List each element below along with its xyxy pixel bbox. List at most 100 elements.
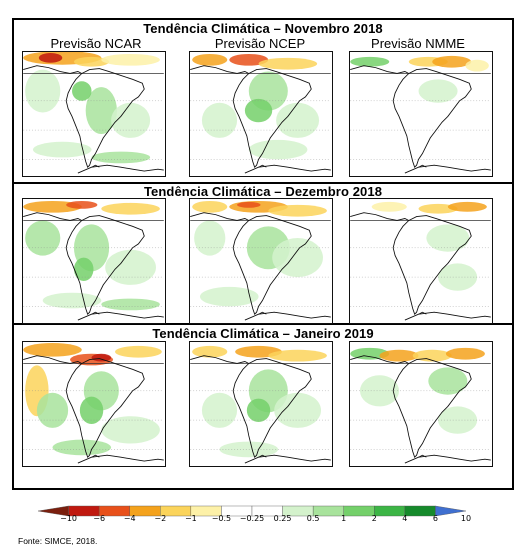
colorbar-tick-label: −0.5 bbox=[211, 514, 232, 523]
anomaly-field bbox=[190, 53, 331, 174]
row-divider-1 bbox=[12, 182, 514, 184]
antarctic-peninsula-outline bbox=[404, 164, 491, 174]
anomaly-field bbox=[23, 342, 164, 464]
antarctic-peninsula-outline bbox=[404, 311, 491, 321]
map-dec-ncep bbox=[189, 198, 333, 324]
anomaly-patch bbox=[418, 79, 458, 103]
central-america-outline bbox=[190, 65, 249, 74]
map-dec-nmme bbox=[349, 198, 493, 324]
colorbar-tick-label: −1 bbox=[184, 514, 197, 523]
map-nov-ncar bbox=[22, 51, 166, 177]
island-outline bbox=[418, 164, 427, 168]
antarctic-peninsula-outline bbox=[77, 164, 164, 174]
map-jan-ncar bbox=[22, 341, 166, 467]
model-label-ncar: Previsão NCAR bbox=[50, 36, 142, 51]
anomaly-patch bbox=[426, 224, 470, 252]
central-america-outline bbox=[190, 212, 249, 221]
colorbar-tick-label: 2 bbox=[371, 514, 377, 523]
anomaly-patch bbox=[36, 392, 69, 428]
anomaly-patch bbox=[379, 349, 419, 362]
colorbar-tick-label: 6 bbox=[432, 514, 438, 523]
antarctic-peninsula-outline bbox=[244, 454, 331, 464]
colorbar-tick-label: −6 bbox=[93, 514, 106, 523]
south-america-outline bbox=[392, 215, 472, 316]
anomaly-patch bbox=[237, 201, 261, 208]
anomaly-patch bbox=[447, 201, 487, 212]
colorbar-tick-label: −10 bbox=[60, 514, 78, 523]
anomaly-patch bbox=[229, 53, 269, 66]
colorbar-tick-label: −4 bbox=[123, 514, 136, 523]
anomaly-field bbox=[190, 345, 331, 464]
colorbar-tick-label: 0.5 bbox=[306, 514, 320, 523]
anomaly-patch bbox=[246, 398, 271, 423]
anomaly-patch bbox=[101, 298, 160, 311]
central-america-outline bbox=[23, 65, 82, 74]
anomaly-patch bbox=[66, 200, 98, 209]
map-dec-ncar bbox=[22, 198, 166, 324]
anomaly-field bbox=[23, 200, 164, 321]
anomaly-patch bbox=[91, 353, 112, 362]
anomaly-patch bbox=[248, 139, 308, 160]
anomaly-patch bbox=[73, 56, 110, 67]
colorbar-tick-label: 1 bbox=[341, 514, 347, 523]
colorbar-tick-label: 4 bbox=[402, 514, 408, 523]
colorbar-tick-label: −2 bbox=[154, 514, 167, 523]
antarctic-peninsula-outline bbox=[77, 454, 164, 464]
antarctic-peninsula-outline bbox=[244, 311, 331, 321]
island-outline bbox=[91, 164, 100, 168]
island-outline bbox=[91, 454, 100, 458]
anomaly-patch bbox=[114, 345, 162, 358]
anomaly-patch bbox=[32, 141, 92, 158]
anomaly-patch bbox=[219, 441, 279, 458]
anomaly-patch bbox=[199, 286, 259, 307]
model-label-ncep: Previsão NCEP bbox=[214, 36, 306, 51]
anomaly-patch bbox=[418, 203, 458, 214]
central-america-outline bbox=[350, 212, 409, 221]
south-america-outline bbox=[392, 358, 472, 459]
central-america-outline bbox=[350, 65, 409, 74]
anomaly-patch bbox=[23, 342, 82, 357]
island-outline bbox=[91, 311, 100, 315]
anomaly-patch bbox=[192, 200, 228, 213]
anomaly-patch bbox=[192, 53, 228, 66]
colorbar-segment bbox=[374, 505, 406, 517]
colorbar-arrow-right bbox=[435, 505, 466, 517]
anomaly-field bbox=[350, 347, 491, 464]
antarctic-peninsula-outline bbox=[404, 454, 491, 464]
row-title-november: Tendência Climática – Novembro 2018 bbox=[143, 21, 383, 36]
colorbar-segment bbox=[343, 505, 375, 517]
row-title-december: Tendência Climática – Dezembro 2018 bbox=[143, 184, 383, 199]
colorbar-tick-label: 0.25 bbox=[273, 514, 292, 523]
model-label-nmme: Previsão NMME bbox=[371, 36, 465, 51]
south-america-outline bbox=[65, 358, 145, 459]
anomaly-patch bbox=[438, 406, 478, 434]
antarctic-peninsula-outline bbox=[244, 164, 331, 174]
row-divider-2 bbox=[12, 323, 514, 325]
anomaly-patch bbox=[276, 102, 320, 138]
map-nov-ncep bbox=[189, 51, 333, 177]
anomaly-patch bbox=[101, 53, 160, 66]
central-america-outline bbox=[190, 355, 249, 364]
anomaly-field bbox=[350, 201, 491, 321]
anomaly-patch bbox=[72, 81, 92, 101]
anomaly-patch bbox=[101, 416, 160, 444]
anomaly-patch bbox=[268, 204, 327, 217]
anomaly-patch bbox=[244, 98, 273, 123]
anomaly-patch bbox=[192, 345, 228, 358]
island-outline bbox=[418, 454, 427, 458]
central-america-outline bbox=[350, 355, 409, 364]
anomaly-patch bbox=[201, 102, 238, 138]
anomaly-field bbox=[350, 55, 491, 174]
south-america-outline bbox=[232, 68, 312, 169]
south-america-outline bbox=[65, 215, 145, 316]
anomaly-patch bbox=[350, 56, 390, 67]
anomaly-patch bbox=[258, 57, 318, 70]
anomaly-patch bbox=[25, 220, 61, 256]
island-outline bbox=[258, 164, 267, 168]
anomaly-patch bbox=[73, 257, 94, 281]
anomaly-patch bbox=[268, 349, 327, 362]
island-outline bbox=[258, 454, 267, 458]
anomaly-patch bbox=[38, 52, 63, 63]
anomaly-patch bbox=[101, 202, 160, 215]
anomaly-patch bbox=[111, 102, 151, 138]
